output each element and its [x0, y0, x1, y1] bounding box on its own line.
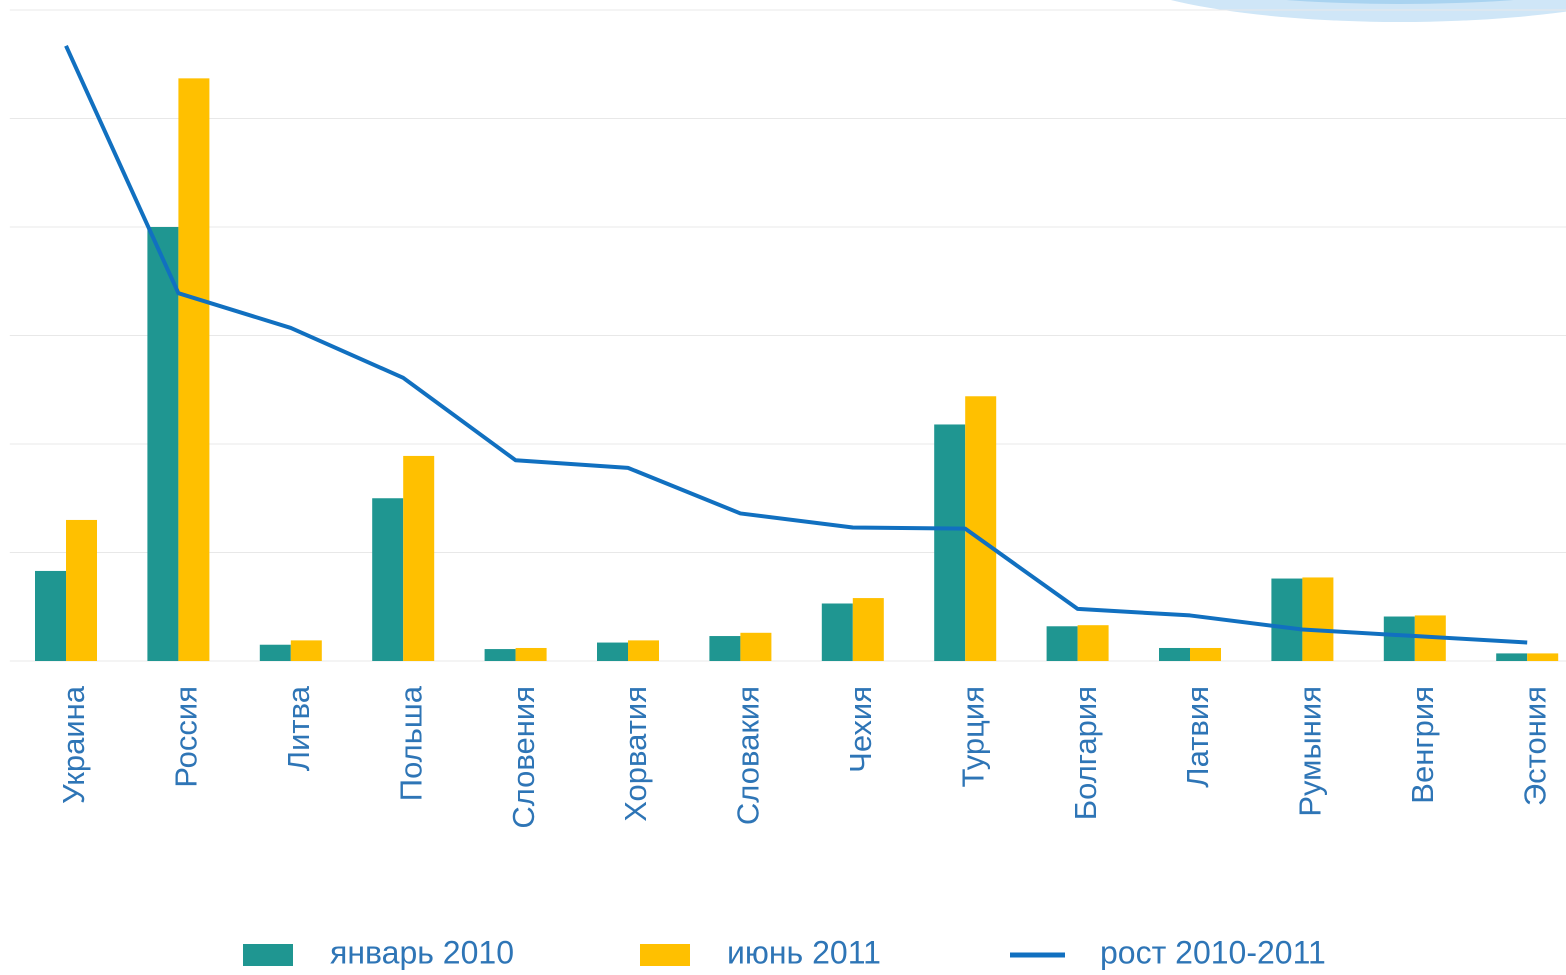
bar — [1046, 626, 1078, 661]
x-tick-label: Словакия — [731, 686, 766, 825]
x-tick-label: Турция — [955, 686, 990, 787]
bar — [484, 649, 516, 661]
x-tick-label: Болгария — [1068, 686, 1103, 820]
x-tick-label: Румыния — [1293, 686, 1328, 817]
bar — [597, 642, 628, 661]
legend-label: рост 2010-2011 — [1100, 934, 1326, 970]
bar — [1159, 647, 1190, 661]
bar — [35, 570, 66, 661]
bar — [709, 636, 741, 661]
bar — [1271, 578, 1303, 661]
legend-label: январь 2010 — [330, 934, 514, 970]
bar — [1527, 653, 1559, 661]
bar — [66, 519, 97, 661]
bar — [178, 78, 210, 662]
bar — [934, 424, 966, 661]
bar — [290, 640, 322, 661]
bar — [740, 632, 772, 661]
bar — [1383, 616, 1415, 661]
bar — [965, 396, 997, 661]
bar — [821, 603, 853, 661]
legend-swatch — [640, 944, 690, 966]
bar — [1190, 647, 1221, 661]
decoration — [1286, 0, 1514, 4]
x-tick-label: Хорватия — [618, 686, 653, 822]
x-tick-label: Украина — [56, 685, 91, 804]
x-tick-label: Чехия — [843, 686, 878, 773]
legend-swatch — [243, 944, 293, 966]
bar — [628, 640, 659, 661]
x-tick-label: Польша — [393, 685, 428, 801]
x-tick-label: Литва — [281, 685, 316, 771]
bar — [1496, 653, 1528, 661]
bar — [515, 647, 547, 661]
bar — [852, 598, 884, 661]
bar — [259, 644, 291, 661]
bar — [147, 227, 179, 661]
bar — [372, 498, 404, 661]
bar — [403, 455, 435, 661]
line — [64, 44, 1528, 645]
decoration — [1170, 0, 1566, 22]
bar — [1077, 625, 1109, 661]
legend-label: июнь 2011 — [727, 934, 881, 970]
x-tick-label: Россия — [169, 686, 204, 788]
x-tick-label: Венгрия — [1405, 686, 1440, 804]
x-tick-label: Латвия — [1180, 686, 1215, 788]
bar — [1302, 577, 1334, 661]
x-tick-label: Словения — [506, 686, 541, 829]
x-tick-label: Эстония — [1517, 686, 1552, 806]
